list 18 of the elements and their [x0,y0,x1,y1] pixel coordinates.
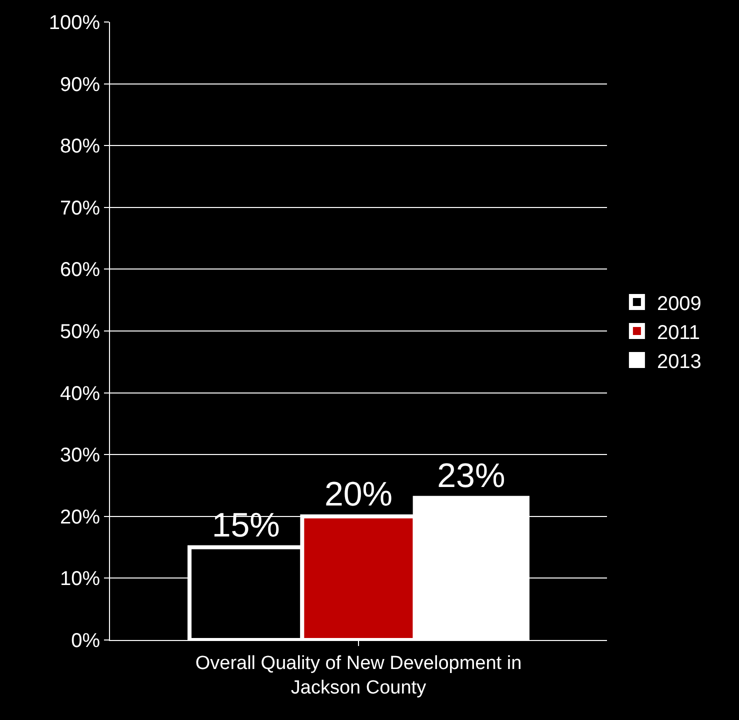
data-label: 20% [324,475,393,514]
y-tick-label: 80% [60,136,100,158]
y-tick-label: 30% [60,444,100,467]
y-tick-label: 0% [71,630,100,652]
y-tick-label: 40% [60,382,100,405]
y-tick-label: 90% [60,74,100,96]
x-tick-label: Overall Quality of New Development in Jackson County [195,652,522,698]
y-tick-label: 60% [60,259,100,282]
y-tick-label: 70% [60,197,100,220]
data-label: 15% [212,506,280,544]
legend-label: 2009 [656,292,702,315]
y-tick-label: 10% [60,568,100,590]
y-tick-label: 50% [60,321,100,343]
legend-label: 2011 [656,322,700,344]
legend-label: 2013 [656,350,702,373]
y-tick-label: 100% [48,12,100,34]
data-label: 23% [437,456,506,495]
y-tick-label: 20% [60,506,100,528]
